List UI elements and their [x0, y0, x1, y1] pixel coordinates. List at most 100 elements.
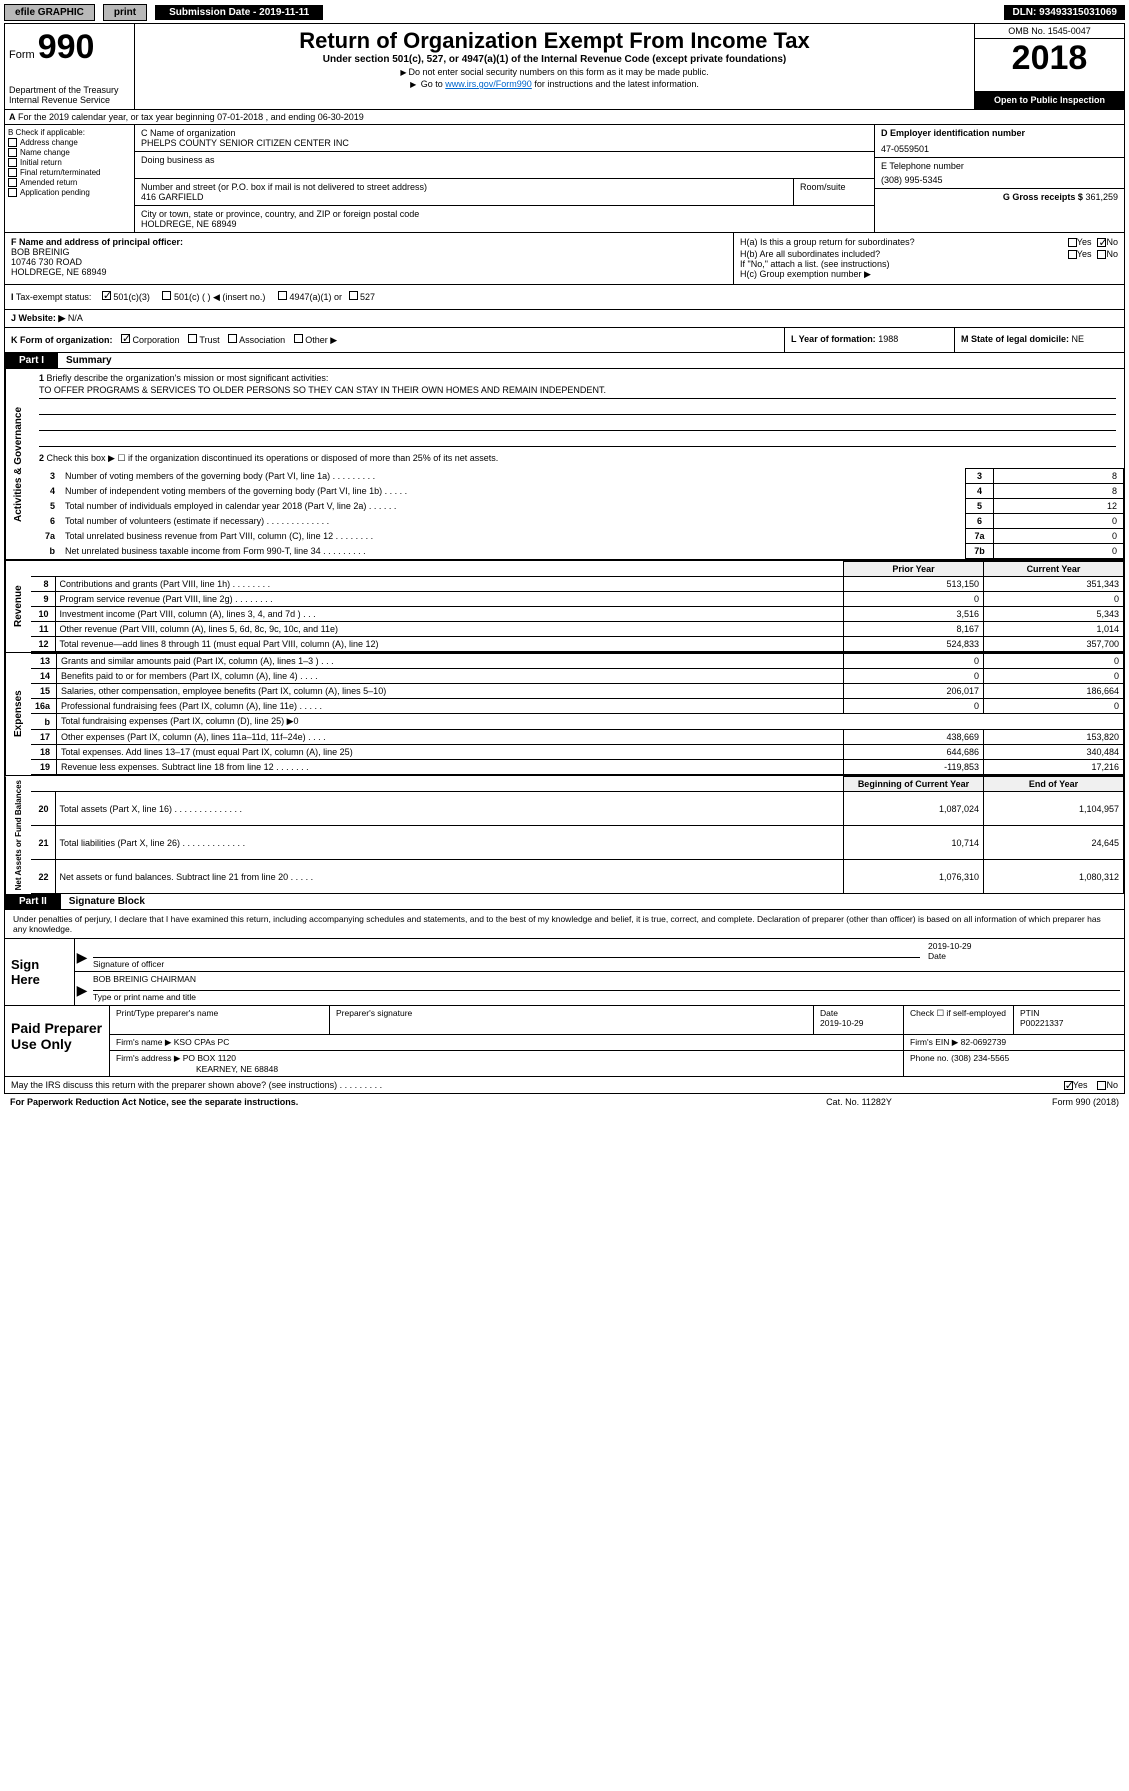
table-row: 19Revenue less expenses. Subtract line 1…: [31, 760, 1124, 775]
form-container: Form 990 Department of the Treasury Inte…: [4, 23, 1125, 1094]
year-formation: 1988: [878, 334, 898, 344]
instructions-link[interactable]: www.irs.gov/Form990: [445, 79, 532, 89]
netassets-tab: Net Assets or Fund Balances: [5, 776, 31, 894]
paperwork-notice: For Paperwork Reduction Act Notice, see …: [10, 1097, 759, 1107]
footer-row: For Paperwork Reduction Act Notice, see …: [4, 1094, 1125, 1110]
submission-date-pill: Submission Date - 2019-11-11: [155, 5, 323, 20]
phone-label: E Telephone number: [881, 161, 1118, 171]
hb-yes[interactable]: [1068, 250, 1077, 259]
irs-label: Internal Revenue Service: [9, 95, 130, 105]
dln-label: DLN: 93493315031069: [1004, 5, 1125, 20]
table-row: bTotal fundraising expenses (Part IX, co…: [31, 714, 1124, 730]
form-title: Return of Organization Exempt From Incom…: [143, 28, 966, 54]
chk-501c3[interactable]: [102, 291, 111, 300]
part2-header: Part II Signature Block: [5, 894, 1124, 910]
row-fh: F Name and address of principal officer:…: [5, 233, 1124, 285]
table-row: 5Total number of individuals employed in…: [31, 499, 1124, 514]
row-a-period: A For the 2019 calendar year, or tax yea…: [5, 110, 1124, 125]
firm-ein: 82-0692739: [961, 1037, 1006, 1047]
header-left: Form 990 Department of the Treasury Inte…: [5, 24, 135, 109]
table-row: 17Other expenses (Part IX, column (A), l…: [31, 730, 1124, 745]
table-row: 8Contributions and grants (Part VIII, li…: [31, 577, 1124, 592]
revenue-table: Prior Year Current Year 8Contributions a…: [31, 561, 1124, 652]
ha-no[interactable]: [1097, 238, 1106, 247]
ptin: P00221337: [1020, 1018, 1118, 1028]
phone-value: (308) 995-5345: [881, 175, 1118, 185]
domicile: NE: [1072, 334, 1085, 344]
perjury-text: Under penalties of perjury, I declare th…: [5, 910, 1124, 938]
row-k: K Form of organization: Corporation Trus…: [5, 328, 1124, 353]
col-b: B Check if applicable: Address change Na…: [5, 125, 135, 232]
begin-year-hdr: Beginning of Current Year: [844, 777, 984, 792]
preparer-label: Paid Preparer Use Only: [5, 1006, 110, 1076]
chk-pending[interactable]: [8, 188, 17, 197]
table-row: 6Total number of volunteers (estimate if…: [31, 514, 1124, 529]
street-label: Number and street (or P.O. box if mail i…: [141, 182, 787, 192]
chk-527[interactable]: [349, 291, 358, 300]
chk-initial[interactable]: [8, 158, 17, 167]
expenses-tab: Expenses: [5, 653, 31, 775]
form-word: Form: [9, 49, 35, 61]
chk-amended[interactable]: [8, 178, 17, 187]
efile-button[interactable]: efile GRAPHIC: [4, 4, 95, 21]
form-subtitle: Under section 501(c), 527, or 4947(a)(1)…: [143, 54, 966, 65]
part1-label: Part I: [5, 353, 58, 368]
hc-label: H(c) Group exemption number ▶: [740, 269, 1118, 280]
discuss-no[interactable]: [1097, 1081, 1106, 1090]
form-no-footer: Form 990 (2018): [959, 1097, 1119, 1107]
firm-phone: (308) 234-5565: [951, 1053, 1009, 1063]
netassets-table: Beginning of Current Year End of Year 20…: [31, 776, 1124, 894]
f-label: F Name and address of principal officer:: [11, 237, 183, 247]
sig-date-label: Date: [928, 951, 1120, 961]
chk-corp[interactable]: [121, 334, 130, 343]
form-note2: Go to www.irs.gov/Form990 for instructio…: [143, 79, 966, 89]
table-row: 11Other revenue (Part VIII, column (A), …: [31, 622, 1124, 637]
governance-section: Activities & Governance 1 Briefly descri…: [5, 369, 1124, 560]
table-row: bNet unrelated business taxable income f…: [31, 544, 1124, 559]
table-row: 12Total revenue—add lines 8 through 11 (…: [31, 637, 1124, 652]
col-right: D Employer identification number 47-0559…: [874, 125, 1124, 232]
city-label: City or town, state or province, country…: [141, 209, 868, 219]
table-row: 16aProfessional fundraising fees (Part I…: [31, 699, 1124, 714]
hb-no[interactable]: [1097, 250, 1106, 259]
prep-date: 2019-10-29: [820, 1018, 897, 1028]
governance-tab: Activities & Governance: [5, 369, 31, 559]
table-row: 15Salaries, other compensation, employee…: [31, 684, 1124, 699]
table-row: 10Investment income (Part VIII, column (…: [31, 607, 1124, 622]
chk-assoc[interactable]: [228, 334, 237, 343]
chk-501c[interactable]: [162, 291, 171, 300]
ein-label: D Employer identification number: [881, 128, 1025, 138]
chk-address[interactable]: [8, 138, 17, 147]
firm-addr1: PO BOX 1120: [183, 1053, 236, 1063]
hb-note: If "No," attach a list. (see instruction…: [740, 259, 1118, 269]
sign-here-label: Sign Here: [5, 939, 75, 1005]
row-j: J Website: ▶ N/A: [5, 310, 1124, 328]
chk-name[interactable]: [8, 148, 17, 157]
sig-name-label: Type or print name and title: [93, 990, 1120, 1002]
print-button[interactable]: print: [103, 4, 147, 21]
table-row: 4Number of independent voting members of…: [31, 484, 1124, 499]
table-row: 7aTotal unrelated business revenue from …: [31, 529, 1124, 544]
chk-final[interactable]: [8, 168, 17, 177]
expenses-table: 13Grants and similar amounts paid (Part …: [31, 653, 1124, 775]
table-row: 21Total liabilities (Part X, line 26) . …: [31, 826, 1124, 860]
sig-date: 2019-10-29: [928, 941, 1120, 951]
hb-label: H(b) Are all subordinates included?: [740, 249, 1068, 259]
suite-label: Room/suite: [794, 179, 874, 205]
website-value: N/A: [68, 313, 83, 323]
chk-4947[interactable]: [278, 291, 287, 300]
form-number: 990: [38, 28, 95, 66]
sig-officer-label: Signature of officer: [93, 957, 920, 969]
chk-trust[interactable]: [188, 334, 197, 343]
ha-yes[interactable]: [1068, 238, 1077, 247]
open-public-label: Open to Public Inspection: [975, 91, 1124, 109]
netassets-section: Net Assets or Fund Balances Beginning of…: [5, 775, 1124, 894]
chk-other[interactable]: [294, 334, 303, 343]
firm-addr2: KEARNEY, NE 68848: [196, 1064, 278, 1074]
block-bcde: B Check if applicable: Address change Na…: [5, 125, 1124, 233]
ein-value: 47-0559501: [881, 144, 1118, 154]
table-row: 20Total assets (Part X, line 16) . . . .…: [31, 792, 1124, 826]
header-right: OMB No. 1545-0047 2018 Open to Public In…: [974, 24, 1124, 109]
discuss-yes[interactable]: [1064, 1081, 1073, 1090]
revenue-section: Revenue Prior Year Current Year 8Contrib…: [5, 560, 1124, 652]
